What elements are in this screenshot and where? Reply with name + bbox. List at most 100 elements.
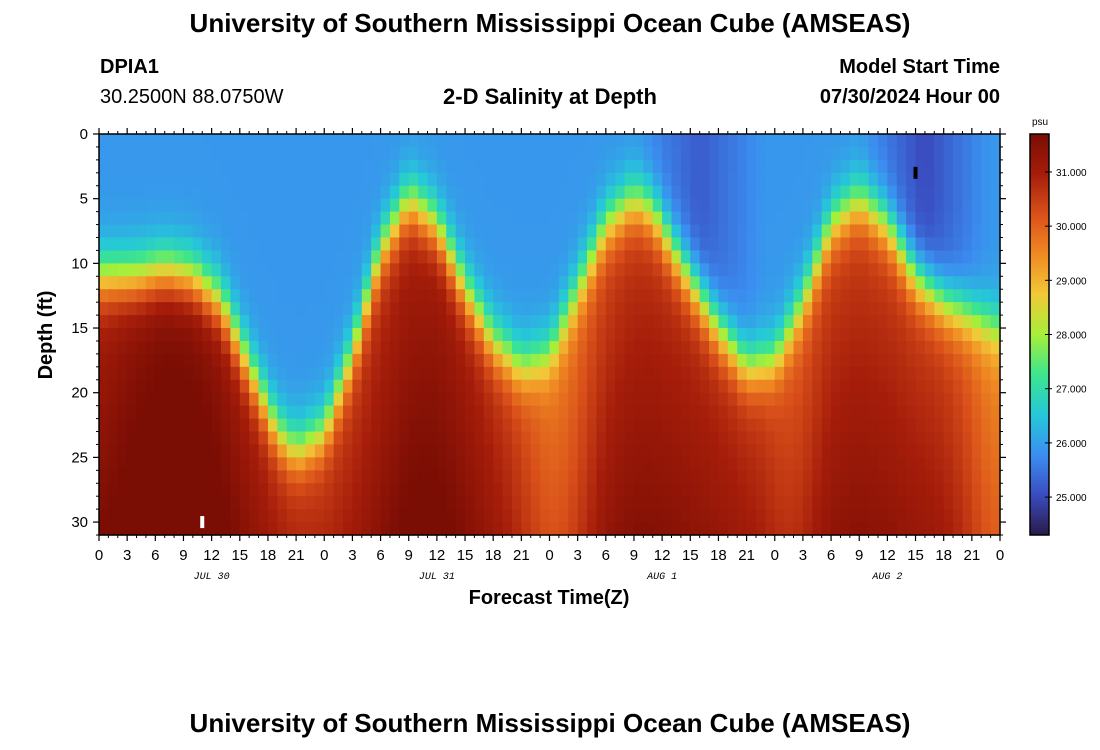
heatmap-cell: [418, 237, 429, 252]
heatmap-cell: [821, 522, 832, 536]
heatmap-cell: [202, 263, 213, 277]
heatmap-cell: [502, 470, 513, 484]
heatmap-cell: [371, 366, 382, 381]
heatmap-cell: [887, 263, 898, 277]
heatmap-cell: [221, 315, 231, 329]
heatmap-cell: [314, 431, 325, 446]
heatmap-cell: [568, 302, 579, 316]
heatmap-cell: [859, 315, 870, 329]
heatmap-cell: [924, 496, 935, 510]
heatmap-cell: [249, 237, 260, 252]
heatmap-cell: [99, 237, 109, 252]
heatmap-cell: [521, 509, 532, 523]
heatmap-cell: [155, 392, 166, 407]
heatmap-cell: [286, 315, 297, 329]
heatmap-cell: [389, 315, 400, 329]
heatmap-cell: [221, 134, 231, 148]
heatmap-cell: [755, 224, 766, 239]
heatmap-cell: [746, 444, 757, 458]
heatmap-cell: [652, 185, 663, 200]
heatmap-cell: [877, 198, 888, 213]
heatmap-cell: [296, 379, 307, 394]
heatmap-cell: [596, 198, 607, 213]
heatmap-cell: [192, 418, 203, 433]
heatmap-cell: [924, 276, 935, 290]
heatmap-cell: [389, 405, 400, 420]
heatmap-cell: [249, 224, 260, 239]
heatmap-cell: [427, 134, 438, 148]
heatmap-cell: [680, 379, 691, 394]
heatmap-cell: [99, 431, 109, 446]
heatmap-cell: [511, 353, 522, 368]
heatmap-cell: [840, 134, 851, 148]
heatmap-cell: [615, 418, 626, 433]
heatmap-cell: [230, 522, 241, 536]
heatmap-cell: [990, 366, 1001, 381]
heatmap-cell: [737, 328, 748, 342]
heatmap-cell: [558, 276, 569, 290]
heatmap-cell: [511, 392, 522, 407]
heatmap-cell: [267, 198, 278, 213]
heatmap-cell: [108, 315, 119, 329]
heatmap-cell: [953, 496, 964, 510]
heatmap-cell: [699, 328, 710, 342]
heatmap-cell: [305, 289, 316, 303]
heatmap-cell: [230, 211, 241, 226]
heatmap-cell: [690, 483, 701, 497]
heatmap-cell: [633, 328, 644, 342]
heatmap-cell: [915, 224, 926, 239]
heatmap-cell: [343, 328, 354, 342]
heatmap-cell: [699, 340, 710, 355]
heatmap-cell: [727, 134, 738, 148]
heatmap-cell: [962, 224, 973, 239]
model-start-label: Model Start Time: [839, 56, 1000, 78]
heatmap-cell: [399, 237, 410, 252]
heatmap-cell: [521, 353, 532, 368]
heatmap-cell: [558, 302, 569, 316]
heatmap-cell: [906, 444, 917, 458]
heatmap-cell: [399, 146, 410, 161]
heatmap-cell: [286, 418, 297, 433]
heatmap-cell: [934, 237, 945, 252]
heatmap-cell: [784, 172, 795, 187]
heatmap-cell: [605, 340, 616, 355]
heatmap-cell: [624, 470, 635, 484]
heatmap-cell: [136, 198, 147, 213]
heatmap-cell: [624, 263, 635, 277]
heatmap-cell: [868, 353, 879, 368]
heatmap-cell: [793, 237, 804, 252]
heatmap-cell: [812, 366, 823, 381]
heatmap-cell: [680, 405, 691, 420]
heatmap-cell: [709, 470, 720, 484]
heatmap-cell: [662, 418, 673, 433]
heatmap-cell: [249, 379, 260, 394]
heatmap-cell: [117, 185, 128, 200]
y-tick-label: 5: [80, 191, 88, 208]
heatmap-cell: [145, 237, 156, 252]
heatmap-cell: [352, 146, 363, 161]
heatmap-cell: [361, 146, 372, 161]
heatmap-cell: [587, 392, 598, 407]
heatmap-cell: [474, 276, 485, 290]
heatmap-cell: [981, 263, 992, 277]
heatmap-cell: [145, 470, 156, 484]
heatmap-cell: [755, 237, 766, 252]
heatmap-cell: [971, 496, 982, 510]
heatmap-cell: [924, 302, 935, 316]
heatmap-cell: [849, 522, 860, 536]
heatmap-cell: [990, 353, 1001, 368]
heatmap-cell: [108, 392, 119, 407]
x-tick-label: 6: [151, 547, 159, 564]
heatmap-cell: [981, 185, 992, 200]
heatmap-cell: [615, 289, 626, 303]
heatmap-cell: [389, 340, 400, 355]
heatmap-cell: [164, 509, 175, 523]
heatmap-cell: [361, 224, 372, 239]
heatmap-cell: [164, 328, 175, 342]
heatmap-cell: [915, 172, 926, 187]
heatmap-cell: [962, 379, 973, 394]
heatmap-cell: [812, 353, 823, 368]
heatmap-cell: [765, 444, 776, 458]
heatmap-cell: [277, 340, 288, 355]
heatmap-cell: [436, 418, 447, 433]
